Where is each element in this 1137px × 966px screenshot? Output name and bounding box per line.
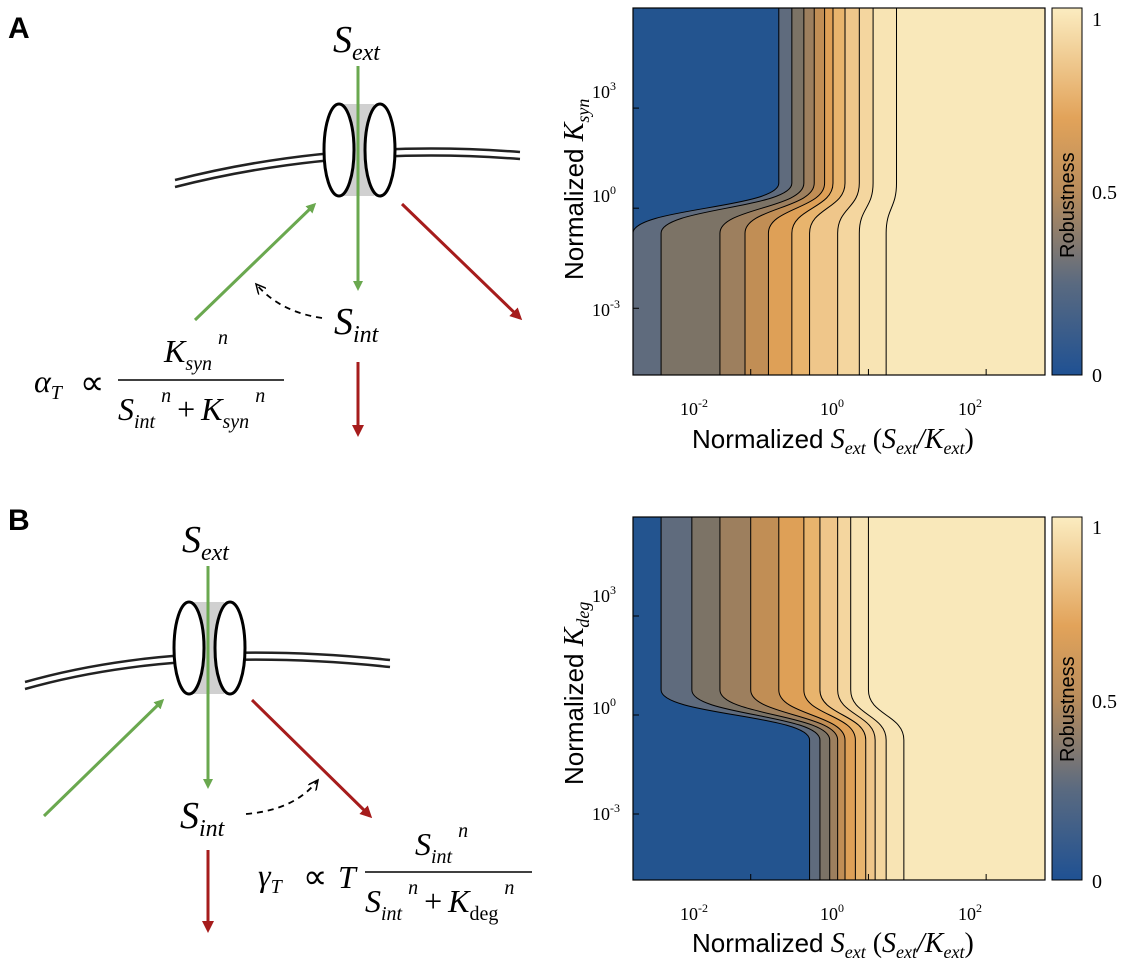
plot-a-ytick: 100	[592, 183, 616, 206]
colorbar-b-tick: 0	[1092, 871, 1102, 893]
s-int-label: Sint	[180, 795, 226, 842]
plot-b-labels: Normalized Kdeg Normalized Sext (Sext/Ke…	[559, 583, 982, 962]
plot-a-labels: Normalized Ksyn Normalized Sext (Sext/Ke…	[559, 79, 982, 458]
plot-a-xlabel: Normalized Sext (Sext/Kext)	[692, 424, 974, 458]
colorbar-a-tick: 0	[1092, 365, 1102, 387]
colorbar-a-gradient	[1051, 7, 1083, 376]
channel-left-subunit	[322, 102, 356, 198]
plot-a-ytick: 10-3	[592, 297, 620, 320]
synthesis-arrow	[42, 698, 165, 818]
efflux-arrow	[250, 698, 373, 819]
svg-text:Sintn+Ksynn: Sintn + Ksynn	[118, 385, 265, 433]
plot-b-ytick: 103	[592, 583, 616, 606]
plot-b-xtick: 10-2	[680, 901, 708, 924]
plot-b-xtick: 102	[958, 901, 982, 924]
colorbar-b-tick: 1	[1092, 517, 1102, 539]
heatmap-a	[632, 7, 1046, 376]
synthesis-rate-equation: αT ∝ Ksynn Sintn + Ksynn	[34, 327, 284, 433]
plot-a-ytick: 103	[592, 79, 616, 102]
channel-right-subunit	[363, 102, 397, 198]
contour-band	[632, 516, 811, 881]
diagram-a: Sext Sint αT ∝ Ksynn Sintn + Ksynn	[34, 19, 523, 437]
feedback-arrow	[245, 780, 318, 815]
plot-a-xtick: 100	[820, 396, 844, 419]
colorbar-a-tick: 1	[1092, 9, 1102, 31]
plot-frame	[632, 7, 1046, 376]
s-ext-label: Sext	[182, 519, 230, 566]
colorbar-a: 1 0.5 0 Robustness	[1051, 7, 1117, 387]
heatmap-b	[632, 516, 1046, 881]
plot-a-xtick: 102	[958, 396, 982, 419]
s-ext-label: Sext	[333, 19, 381, 66]
svg-text:∝: ∝	[303, 859, 327, 896]
plot-a-ylabel: Normalized Ksyn	[559, 99, 593, 280]
svg-text:Sintn+Kdegn: Sintn + Kdegn	[365, 877, 514, 925]
feedback-arrow	[256, 284, 323, 319]
plot-a-xtick: 10-2	[680, 396, 708, 419]
svg-text:∝: ∝	[80, 365, 104, 402]
svg-text:αT: αT	[34, 363, 64, 404]
plot-frame	[632, 516, 1046, 881]
plot-b-ytick: 10-3	[592, 801, 620, 824]
plot-b-xtick: 100	[820, 901, 844, 924]
degradation-rate-equation: γT ∝ T Sintn Sintn + Kdegn	[258, 820, 532, 925]
panel-letter-a: A	[8, 12, 30, 45]
svg-text:Sintn: Sintn	[415, 820, 468, 868]
colorbar-a-title: Robustness	[1057, 152, 1079, 258]
panel-letter-b: B	[8, 504, 30, 537]
svg-text:T: T	[338, 859, 358, 895]
colorbar-b: 1 0.5 0 Robustness	[1051, 516, 1117, 893]
plot-b-xlabel: Normalized Sext (Sext/Kext)	[692, 928, 974, 961]
s-int-label: Sint	[334, 301, 380, 348]
plot-b-ylabel: Normalized Kdeg	[559, 602, 593, 785]
colorbar-b-tick: 0.5	[1092, 691, 1117, 713]
channel-right-subunit	[213, 600, 247, 696]
svg-text:Ksynn: Ksynn	[163, 327, 228, 375]
channel-left-subunit	[172, 600, 206, 696]
diagram-b: Sext Sint γT ∝ T Sintn Sintn + Kdegn	[24, 519, 532, 933]
synthesis-arrow	[193, 202, 317, 322]
plot-b-ytick: 100	[592, 695, 616, 718]
colorbar-b-title: Robustness	[1057, 656, 1079, 762]
efflux-arrow	[400, 202, 523, 321]
colorbar-a-tick: 0.5	[1092, 182, 1117, 204]
svg-text:γT: γT	[258, 857, 284, 898]
contour-band	[632, 7, 780, 375]
colorbar-b-gradient	[1051, 516, 1083, 881]
